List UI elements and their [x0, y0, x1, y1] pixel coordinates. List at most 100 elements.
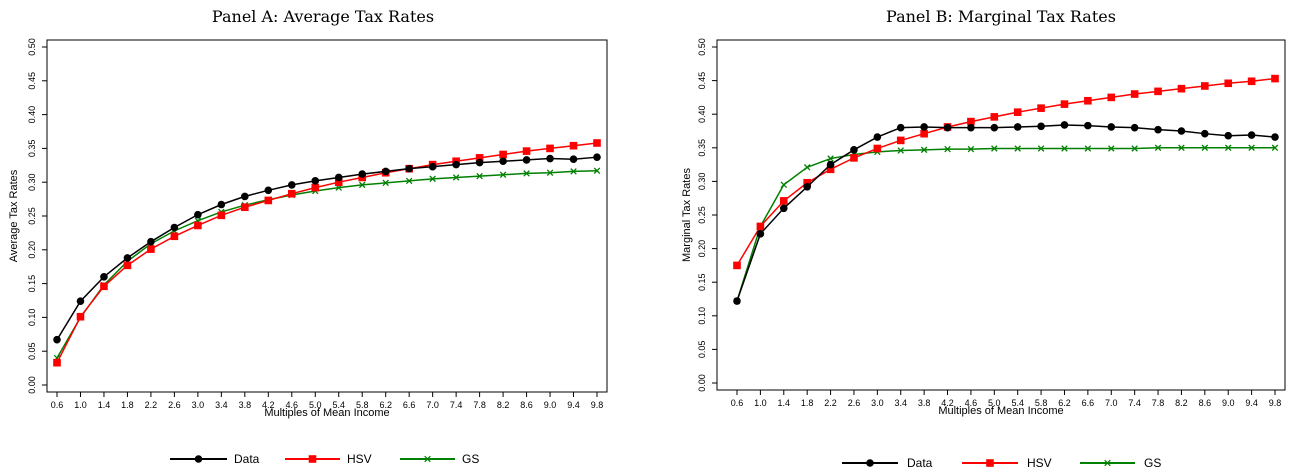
- data-point-data: [803, 182, 811, 191]
- data-point-gs: [382, 179, 389, 187]
- x-tick-label: 1.8: [121, 400, 134, 410]
- x-tick-label: 0.6: [51, 400, 64, 410]
- data-point-hsv: [53, 358, 61, 367]
- y-tick-label: 0.30: [27, 173, 37, 191]
- data-point-hsv: [147, 245, 155, 253]
- plot-frame: [46, 39, 608, 393]
- x-tick-label: 0.6: [731, 398, 744, 408]
- x-tick-label: 9.0: [544, 400, 557, 410]
- data-point-gs: [405, 177, 413, 185]
- series-line-gs: [56, 169, 598, 359]
- y-axis-label: Marginal Tax Rates: [681, 168, 693, 262]
- data-point-data: [1107, 123, 1116, 131]
- y-tick-label: 0.35: [697, 139, 707, 157]
- data-point-data: [428, 162, 437, 171]
- data-point-data: [475, 158, 484, 167]
- x-tick-label: 1.0: [74, 400, 87, 410]
- x-tick-label: 2.2: [145, 400, 158, 410]
- data-point-data: [990, 123, 999, 132]
- data-point-data: [170, 223, 179, 232]
- legend-label-data: Data: [907, 456, 933, 470]
- x-tick-label: 2.2: [824, 398, 837, 408]
- data-point-hsv: [1013, 108, 1022, 116]
- x-tick-label: 8.6: [520, 400, 533, 410]
- data-point-hsv: [1224, 79, 1233, 88]
- data-point-data: [733, 297, 741, 305]
- x-tick-label: 6.6: [403, 400, 416, 410]
- x-axis-label: Multiples of Mean Income: [938, 405, 1063, 417]
- data-point-data: [334, 173, 343, 182]
- data-point-data: [499, 157, 507, 166]
- data-point-hsv: [1060, 100, 1069, 108]
- x-tick-label: 3.8: [918, 398, 931, 408]
- data-point-data: [358, 170, 367, 178]
- data-point-data: [1013, 123, 1022, 131]
- x-tick-label: 1.0: [754, 398, 767, 408]
- data-point-hsv: [1201, 82, 1209, 90]
- data-point-hsv: [733, 261, 741, 270]
- legend-marker-hsv: [986, 459, 994, 467]
- x-tick-label: 4.6: [965, 398, 978, 408]
- x-tick-label: 7.8: [473, 400, 486, 410]
- data-point-data: [194, 210, 202, 219]
- data-point-gs: [991, 145, 998, 152]
- data-point-data: [1037, 122, 1045, 131]
- data-point-gs: [499, 171, 507, 179]
- legend-label-gs: GS: [1144, 456, 1161, 470]
- x-tick-label: 9.8: [1269, 398, 1282, 408]
- x-tick-label: 3.0: [871, 398, 884, 408]
- data-point-hsv: [1271, 74, 1279, 83]
- legend-marker-hsv: [308, 455, 317, 463]
- data-point-gs: [1108, 145, 1115, 152]
- data-point-data: [1154, 125, 1162, 134]
- data-point-gs: [429, 175, 436, 183]
- y-tick-label: 0.45: [697, 72, 707, 90]
- data-point-gs: [1061, 145, 1068, 152]
- x-tick-label: 7.4: [1128, 398, 1141, 408]
- y-axis-label: Average Tax Rates: [8, 169, 20, 262]
- x-tick-label: 5.0: [309, 400, 322, 410]
- data-point-data: [100, 273, 108, 281]
- data-point-hsv: [334, 178, 343, 186]
- data-point-data: [546, 154, 554, 163]
- data-point-data: [522, 156, 531, 164]
- data-point-hsv: [475, 154, 484, 162]
- y-tick-label: 0.05: [27, 342, 37, 360]
- data-point-data: [569, 155, 578, 164]
- data-point-gs: [1178, 144, 1185, 152]
- x-axis-label: Multiples of Mean Income: [264, 407, 389, 419]
- x-tick-label: 5.0: [988, 398, 1001, 408]
- x-tick-label: 8.2: [497, 400, 510, 410]
- data-point-data: [76, 297, 85, 305]
- data-point-hsv: [241, 203, 249, 212]
- x-tick-label: 3.4: [215, 400, 228, 410]
- y-tick-label: 0.40: [697, 105, 707, 123]
- data-point-gs: [1037, 145, 1045, 152]
- data-point-gs: [546, 169, 554, 176]
- x-tick-label: 3.4: [894, 398, 907, 408]
- data-point-hsv: [76, 312, 85, 321]
- chart-title: Panel B: Marginal Tax Rates: [886, 7, 1116, 26]
- data-point-hsv: [896, 136, 905, 145]
- data-point-hsv: [217, 211, 226, 220]
- y-tick-label: 0.30: [697, 173, 707, 191]
- data-point-data: [756, 230, 765, 238]
- data-point-gs: [780, 181, 788, 189]
- legend-marker-gs: [424, 455, 431, 463]
- y-tick-label: 0.45: [27, 72, 37, 90]
- x-tick-label: 3.0: [192, 400, 205, 410]
- legend-label-hsv: HSV: [1027, 456, 1052, 470]
- y-tick-label: 0.10: [27, 309, 37, 327]
- data-point-hsv: [1130, 90, 1139, 98]
- x-tick-label: 2.6: [848, 398, 861, 408]
- data-point-hsv: [546, 144, 554, 153]
- data-point-data: [896, 123, 905, 132]
- panel-a: Panel A: Average Tax Rates 0.00 0.05 0.10 0.…: [8, 7, 608, 466]
- series-line-data: [736, 124, 1276, 302]
- data-point-data: [1130, 123, 1139, 132]
- data-point-data: [1060, 121, 1069, 129]
- data-point-gs: [358, 181, 366, 189]
- data-point-hsv: [803, 178, 811, 187]
- data-point-gs: [1131, 145, 1138, 152]
- data-point-gs: [593, 167, 601, 174]
